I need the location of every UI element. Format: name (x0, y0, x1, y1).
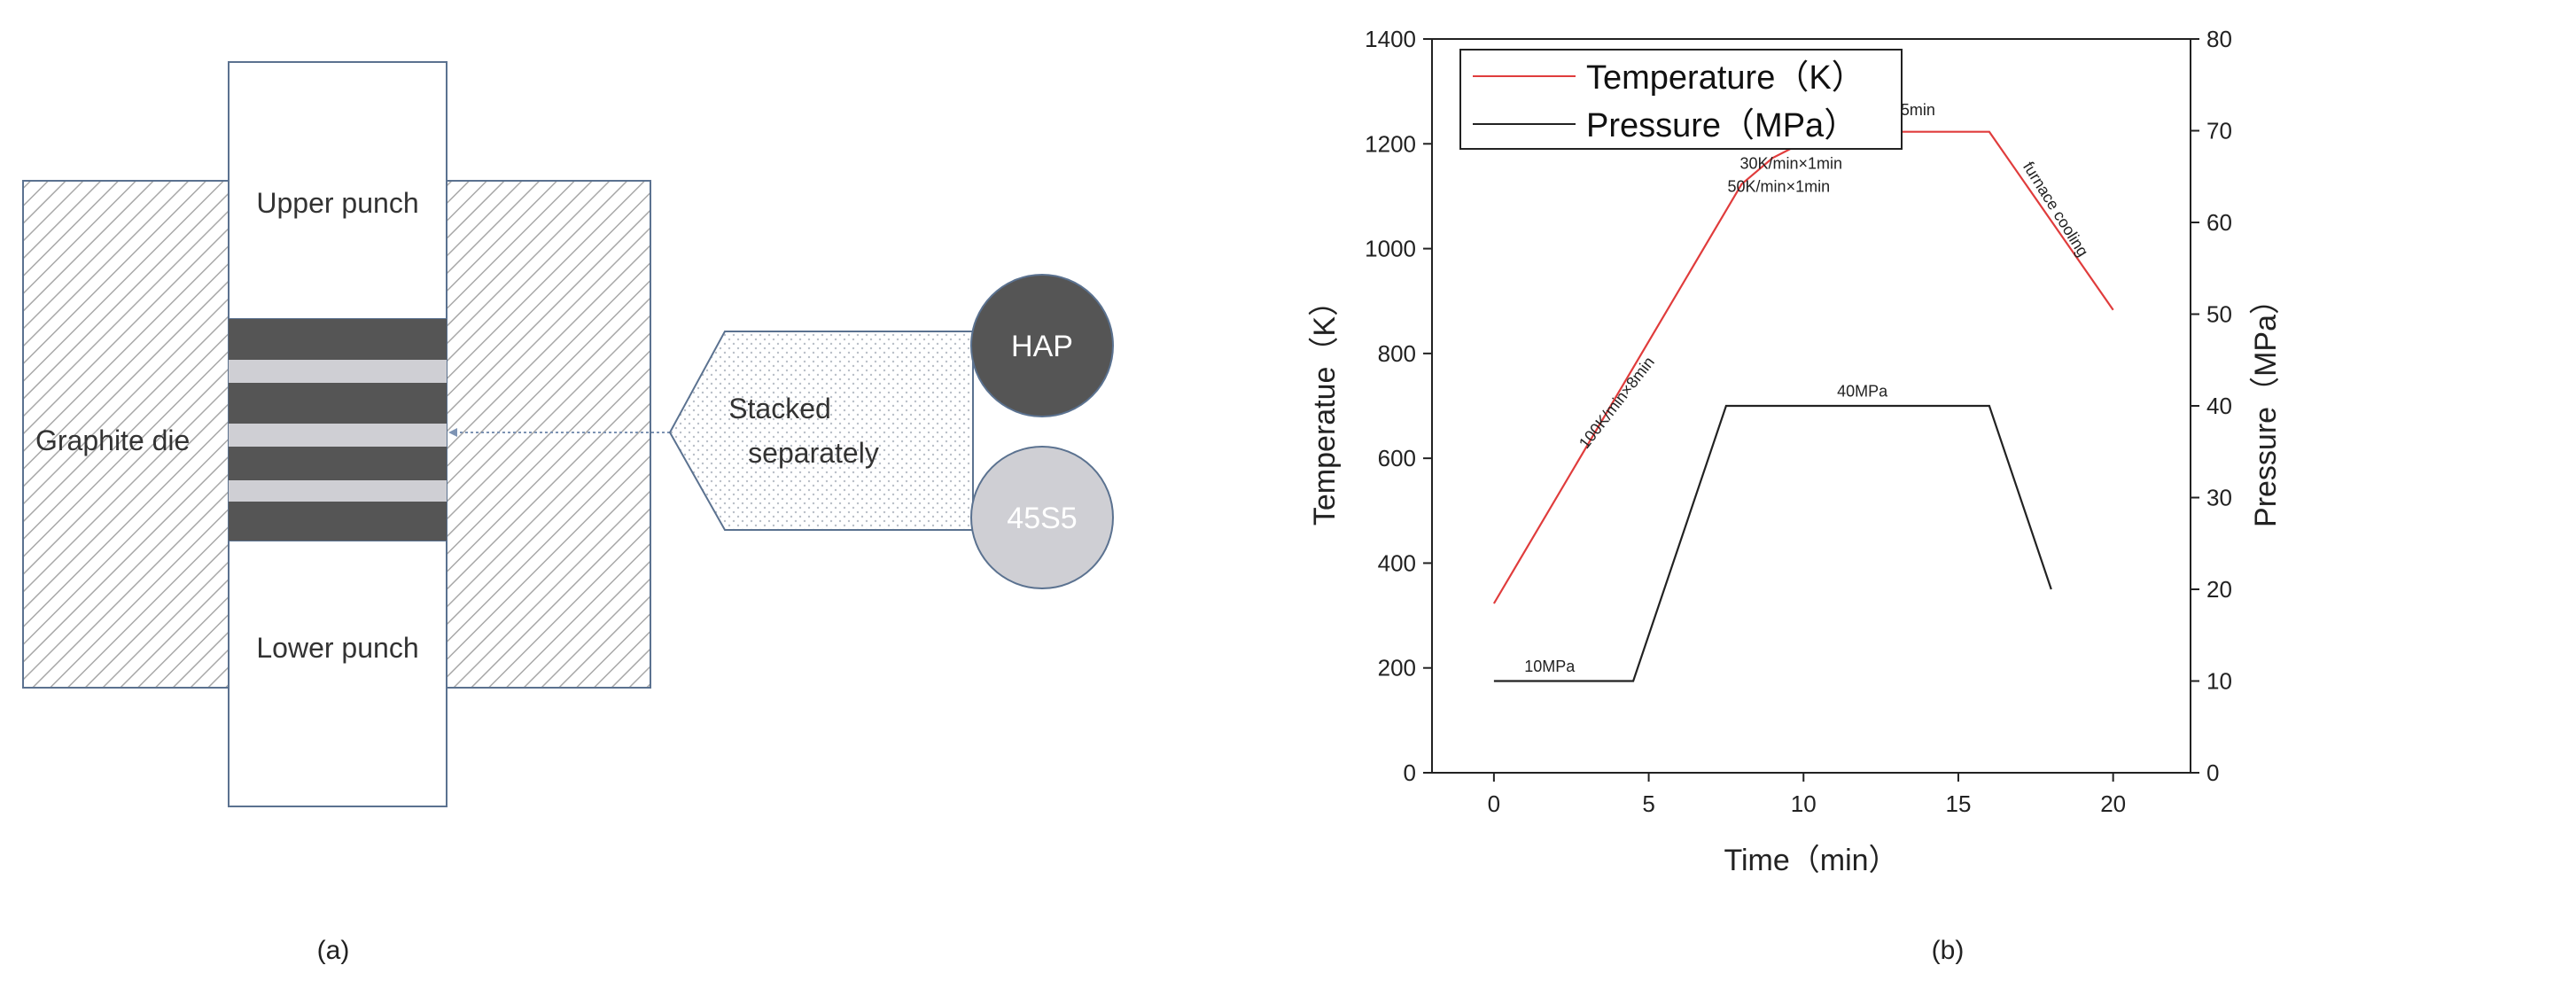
y2-tick-label: 0 (2206, 759, 2219, 786)
y-tick-label: 400 (1378, 549, 1416, 576)
y-axis-title: Temperatue（K） (1308, 286, 1342, 526)
bioglass-label: 45S5 (1007, 502, 1077, 535)
bioglass-layer (229, 480, 447, 502)
bioglass-circle (970, 446, 1114, 589)
graphite-die-left (22, 180, 230, 689)
hap-circle (970, 274, 1114, 417)
x-tick-label: 15 (1945, 790, 1971, 817)
lower-punch-label: Lower punch (256, 632, 418, 664)
upper-punch (228, 61, 447, 320)
hap-layer (229, 383, 447, 424)
caption-a: (a) (317, 936, 350, 965)
x-axis: 0 5 10 15 20 (1488, 773, 2126, 817)
panel-b-chart: 0 200 400 600 800 1000 1200 1400 0 10 20 30 40 50 60 7… (1258, 0, 2576, 981)
stack-label-line2: separately (748, 437, 879, 469)
layer-stack (229, 319, 447, 541)
hap-layer (229, 447, 447, 480)
stack-label-line1: Stacked (728, 393, 831, 424)
y-tick-label: 200 (1378, 655, 1416, 681)
annotations-layer: 100K/min×8min50K/min×1min30K/min×1min20K… (1524, 101, 2091, 675)
caption-b: (b) (1932, 936, 1965, 965)
annotation-label: furnace cooling (2020, 159, 2092, 260)
y2-tick-label: 80 (2206, 26, 2232, 52)
annotation-label: 30K/min×1min (1740, 155, 1843, 173)
legend-entry-temperature: Temperature（K） (1586, 59, 1865, 97)
x-axis-title: Time（min） (1724, 844, 1898, 877)
y-tick-label: 600 (1378, 445, 1416, 471)
y2-tick-label: 10 (2206, 668, 2232, 695)
y2-tick-label: 20 (2206, 576, 2232, 603)
x-tick-label: 5 (1642, 790, 1654, 817)
graphite-die-label: Graphite die (35, 424, 190, 456)
hap-layer (229, 319, 447, 360)
bioglass-layer (229, 424, 447, 447)
y-tick-label: 1400 (1365, 26, 1416, 52)
y2-axis-title: Pressure（MPa） (2249, 284, 2283, 527)
hap-label: HAP (1011, 330, 1073, 363)
hap-layer (229, 502, 447, 541)
legend-entry-pressure: Pressure（MPa） (1586, 107, 1857, 144)
annotation-label: 40MPa (1837, 383, 1888, 401)
x-tick-label: 0 (1488, 790, 1500, 817)
legend-box (1459, 49, 1903, 150)
right-axis: 0 10 20 30 40 50 60 70 80 (2191, 26, 2232, 786)
bioglass-layer (229, 360, 447, 383)
die-schematic: Upper punch Lower punch Graphite die Sta… (22, 61, 1114, 965)
y-tick-label: 0 (1404, 759, 1416, 786)
upper-punch-label: Upper punch (256, 187, 418, 219)
annotation-label: 100K/min×8min (1576, 354, 1658, 452)
y-tick-label: 800 (1378, 340, 1416, 367)
annotation-label: 10MPa (1524, 658, 1576, 675)
y2-tick-label: 70 (2206, 118, 2232, 144)
stack-label-shape (668, 331, 974, 531)
pressure-line (1493, 404, 2052, 682)
lower-punch (228, 540, 447, 807)
annotation-label: 50K/min×1min (1728, 178, 1831, 196)
y2-tick-label: 40 (2206, 393, 2232, 419)
x-tick-label: 10 (1791, 790, 1817, 817)
y-tick-label: 1200 (1365, 130, 1416, 157)
y-tick-label: 1000 (1365, 236, 1416, 262)
y2-tick-label: 30 (2206, 485, 2232, 511)
panel-a-diagram: Upper punch Lower punch Graphite die Sta… (0, 0, 1258, 981)
series-layer (1492, 130, 2114, 682)
temperature-line (1492, 130, 2114, 604)
left-axis: 0 200 400 600 800 1000 1200 1400 (1365, 26, 1432, 786)
y2-tick-label: 60 (2206, 209, 2232, 236)
x-tick-label: 20 (2100, 790, 2126, 817)
y2-tick-label: 50 (2206, 301, 2232, 328)
arrowhead-icon (448, 428, 457, 437)
legend: Temperature（K） Pressure（MPa） (1459, 49, 1903, 150)
graphite-die-right (446, 180, 651, 689)
